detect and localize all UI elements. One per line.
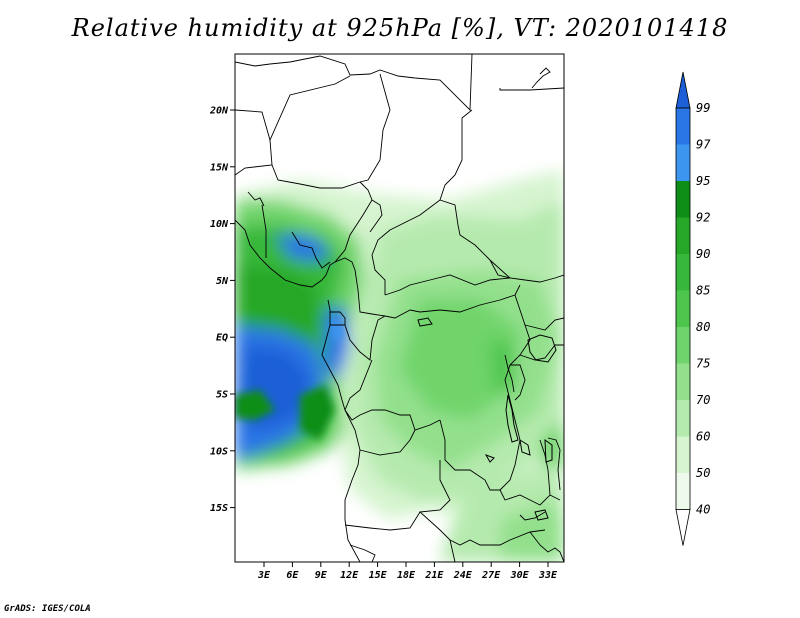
- lat-label: 5S: [216, 390, 228, 401]
- colorbar-label: 85: [696, 284, 710, 298]
- colorbar-box: [676, 363, 690, 400]
- lat-label: 15N: [210, 162, 229, 173]
- colorbar-label: 95: [696, 174, 710, 188]
- colorbar-bottom-triangle: [675, 509, 691, 546]
- colorbar-label: 60: [696, 430, 710, 444]
- lon-label: 15E: [369, 570, 388, 581]
- lat-label: 5N: [216, 276, 229, 287]
- colorbar-label: 99: [696, 101, 710, 115]
- colorbar: 99 97 95 92 90 85 80 75 70 60 50 40: [675, 71, 711, 546]
- colorbar-label: 80: [696, 320, 710, 334]
- lakes: [417, 317, 557, 521]
- colorbar-label: 40: [696, 503, 710, 517]
- colorbar-label: 97: [696, 138, 711, 152]
- country-borders: [235, 54, 564, 562]
- colorbar-box: [676, 144, 690, 181]
- lat-label: EQ: [216, 333, 228, 344]
- lon-label: 18E: [397, 570, 416, 581]
- colorbar-label: 50: [696, 466, 710, 480]
- colorbar-box: [676, 108, 690, 145]
- lon-label: 24E: [453, 570, 473, 581]
- colorbar-label: 90: [696, 247, 710, 261]
- lon-label: 30E: [510, 570, 530, 581]
- lat-label: 15S: [210, 503, 228, 514]
- colorbar-top-triangle: [675, 71, 691, 109]
- colorbar-box: [676, 217, 690, 254]
- grads-credit: GrADS: IGES/COLA: [4, 604, 91, 614]
- colorbar-label: 70: [696, 393, 710, 407]
- humidity-field: [235, 54, 564, 562]
- latitude-labels: 20N 15N 10N 5N EQ 5S 10S 15S: [209, 106, 229, 515]
- lon-label: 33E: [538, 570, 558, 581]
- colorbar-box: [676, 290, 690, 327]
- colorbar-box: [676, 400, 690, 437]
- lon-label: 6E: [286, 570, 299, 581]
- colorbar-label: 75: [696, 357, 710, 371]
- lon-label: 21E: [424, 570, 444, 581]
- axis-ticks: [230, 109, 549, 567]
- lat-label: 10S: [210, 446, 228, 457]
- colorbar-box: [676, 181, 690, 218]
- lon-label: 27E: [481, 570, 501, 581]
- longitude-labels: 3E 6E 9E 12E 15E 18E 21E 24E 27E 30E 33E: [257, 570, 558, 581]
- lon-label: 3E: [257, 570, 271, 581]
- colorbar-box: [676, 473, 690, 510]
- colorbar-box: [676, 254, 690, 291]
- map-frame: [234, 53, 565, 563]
- colorbar-box: [676, 436, 690, 473]
- lon-label: 12E: [340, 570, 359, 581]
- chart-title: Relative humidity at 925hPa [%], VT: 202…: [71, 14, 729, 42]
- colorbar-box: [676, 327, 690, 364]
- lat-label: 20N: [209, 106, 229, 117]
- lat-label: 10N: [210, 219, 229, 230]
- colorbar-label: 92: [696, 211, 710, 225]
- lon-label: 9E: [315, 570, 328, 581]
